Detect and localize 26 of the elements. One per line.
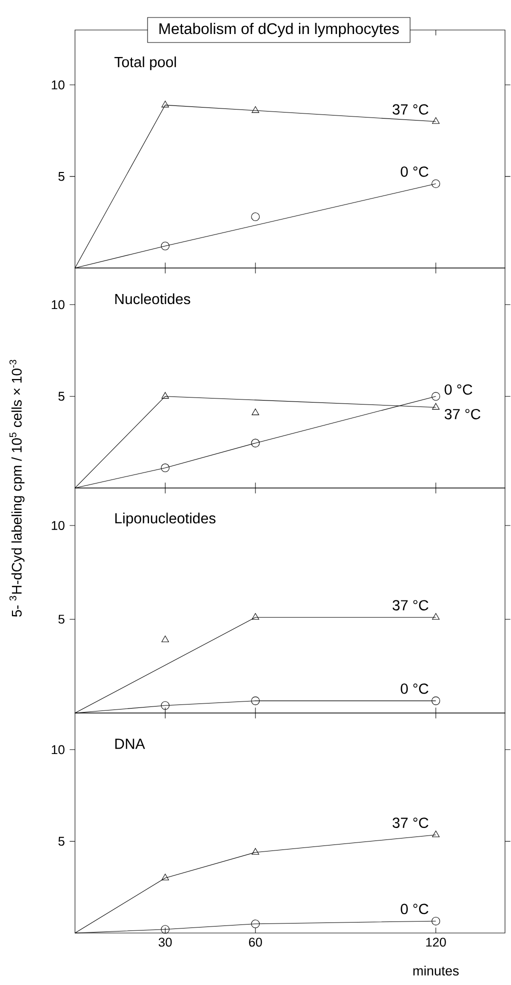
series-label: 0 °C [400, 904, 428, 914]
series-label: 0 °C [400, 166, 428, 177]
x-tick-label: 120 [426, 938, 446, 947]
y-axis-title: 5- $^{3}$H-dCyd labeling cpm / 10$^{5}$ cells × 10$^{-3}$ [9, 360, 24, 617]
y-tick-label: 10 [52, 300, 64, 310]
series-label: 37 °C [392, 600, 428, 610]
x-axis-title: minutes [413, 966, 459, 976]
series-label: 37 °C [444, 408, 480, 420]
text: DNA [115, 738, 146, 749]
y-tick-label: 5 [58, 392, 64, 401]
y-tick-label: 10 [52, 745, 64, 754]
text: Liponucleotides [115, 512, 216, 526]
chart-title: Metabolism of dCyd in lymphocytes [159, 22, 399, 38]
text: Total pool [114, 56, 176, 70]
y-tick-label: 10 [52, 80, 64, 90]
series-label: 0 °C [400, 684, 428, 694]
y-tick-label: 5 [58, 614, 64, 624]
series-label: 37 °C [392, 818, 428, 828]
y-tick-label: 10 [52, 521, 64, 530]
text: Nucleotides [115, 293, 190, 304]
y-tick-label: 5 [58, 172, 64, 181]
legend-label: 0 °C [444, 384, 472, 395]
y-tick-label: 5 [58, 836, 64, 846]
series-label: 37 °C [392, 104, 428, 115]
x-tick-label: 30 [158, 938, 172, 947]
x-tick-label: 60 [249, 938, 262, 947]
